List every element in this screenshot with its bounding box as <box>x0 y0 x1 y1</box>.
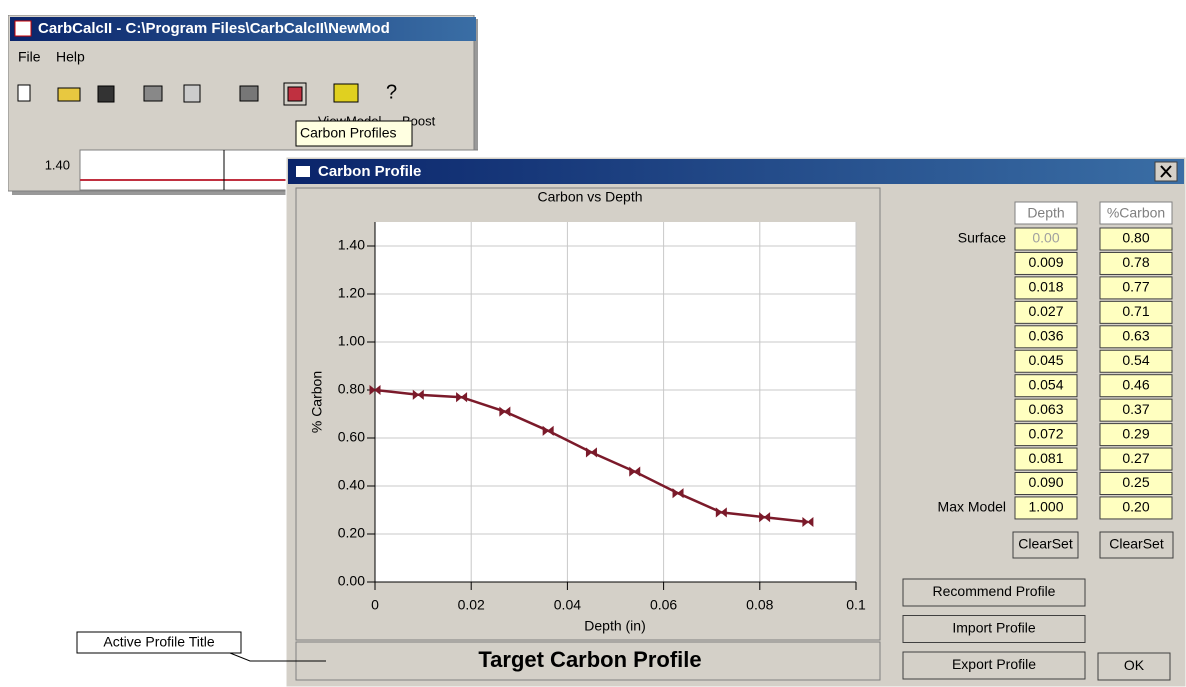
cell-text: 0.009 <box>1028 254 1063 270</box>
cell-text: 0.054 <box>1028 376 1063 392</box>
y-tick-label: 1.40 <box>338 237 365 253</box>
cell-text: 0.71 <box>1122 303 1149 319</box>
x-tick-label: 0.04 <box>554 597 581 613</box>
cell-text: 0.78 <box>1122 254 1149 270</box>
plot-area <box>375 222 856 582</box>
active-title: Target Carbon Profile <box>478 647 701 672</box>
cell-text: 0.036 <box>1028 328 1063 344</box>
button[interactable]: Import Profile <box>903 616 1085 643</box>
cell-text: 0.00 <box>1032 230 1059 246</box>
x-tick-label: 0.06 <box>650 597 677 613</box>
cell-text: 0.27 <box>1122 450 1149 466</box>
cell-text: 0.090 <box>1028 474 1063 490</box>
screen: CarbCalcII - C:\Program Files\CarbCalcII… <box>0 0 1186 687</box>
dialog-title-bar <box>288 159 1184 184</box>
x-tick-label: 0.02 <box>458 597 485 613</box>
props-icon[interactable] <box>184 85 200 102</box>
cell-text: 0.46 <box>1122 376 1149 392</box>
open-icon[interactable] <box>58 88 80 101</box>
button-label[interactable]: ClearSet <box>1018 536 1073 552</box>
model-icon[interactable] <box>240 86 258 101</box>
cell-text: 0.063 <box>1028 401 1063 417</box>
cell-text: 0.045 <box>1028 352 1063 368</box>
cell-text: 0.63 <box>1122 328 1149 344</box>
close-button[interactable] <box>1155 162 1177 181</box>
x-axis-label: Depth (in) <box>584 618 645 634</box>
y-tick-label: 1.00 <box>338 333 365 349</box>
button-label[interactable]: Recommend Profile <box>933 583 1056 599</box>
preview-tick: 1.40 <box>45 157 70 172</box>
new-icon[interactable] <box>18 85 30 101</box>
button-label[interactable]: Import Profile <box>952 620 1035 636</box>
cell-text: 0.027 <box>1028 303 1063 319</box>
button[interactable]: OK <box>1098 653 1170 680</box>
app-icon <box>15 21 31 36</box>
button[interactable]: Export Profile <box>903 652 1085 679</box>
y-tick-label: 1.20 <box>338 285 365 301</box>
chart-title: Carbon vs Depth <box>537 189 642 205</box>
dialog-title: Carbon Profile <box>318 163 421 180</box>
y-tick-label: 0.80 <box>338 381 365 397</box>
window-title: CarbCalcII - C:\Program Files\CarbCalcII… <box>38 20 390 37</box>
cell-text: 0.37 <box>1122 401 1149 417</box>
header-text: %Carbon <box>1107 205 1165 221</box>
cell-text: 0.20 <box>1122 499 1149 515</box>
cell-text: 0.081 <box>1028 450 1063 466</box>
button[interactable]: ClearSet <box>1013 532 1078 558</box>
cell-text: 0.018 <box>1028 279 1063 295</box>
y-tick-label: 0.00 <box>338 573 365 589</box>
row-label: Max Model <box>938 499 1006 515</box>
cell-text: 0.072 <box>1028 425 1063 441</box>
boost-icon[interactable] <box>334 84 358 102</box>
dialog-icon <box>296 166 310 177</box>
print-icon[interactable] <box>144 86 162 101</box>
y-tick-label: 0.60 <box>338 429 365 445</box>
header-text: Depth <box>1027 205 1064 221</box>
cell-text: 0.54 <box>1122 352 1149 368</box>
button-label[interactable]: OK <box>1124 657 1145 673</box>
menu-item[interactable]: File <box>18 49 41 65</box>
cell-text: 0.29 <box>1122 425 1149 441</box>
button[interactable]: ClearSet <box>1100 532 1173 558</box>
help-icon[interactable]: ? <box>386 81 397 103</box>
profile-icon-inner <box>288 87 302 101</box>
y-tick-label: 0.20 <box>338 525 365 541</box>
tooltip-text: Carbon Profiles <box>300 125 397 141</box>
callout-text: Active Profile Title <box>103 634 214 650</box>
cell-text: 0.80 <box>1122 230 1149 246</box>
x-tick-label: 0.08 <box>746 597 773 613</box>
cell-text: 0.77 <box>1122 279 1149 295</box>
x-tick-label: 0.1 <box>846 597 866 613</box>
row-label: Surface <box>958 230 1006 246</box>
plot: 0.00 0.20 0.40 0.60 0.80 1.00 1.20 1.40 0 0.02 0.0… <box>338 222 866 613</box>
save-icon[interactable] <box>98 86 114 102</box>
button-label[interactable]: Export Profile <box>952 656 1036 672</box>
x-tick-label: 0 <box>371 597 379 613</box>
cell-text: 1.000 <box>1028 499 1063 515</box>
cell-text: 0.25 <box>1122 474 1149 490</box>
button[interactable]: Recommend Profile <box>903 579 1085 606</box>
y-axis-label: % Carbon <box>309 371 325 433</box>
y-tick-label: 0.40 <box>338 477 365 493</box>
button-label[interactable]: ClearSet <box>1109 536 1164 552</box>
menu-item[interactable]: Help <box>56 49 85 65</box>
